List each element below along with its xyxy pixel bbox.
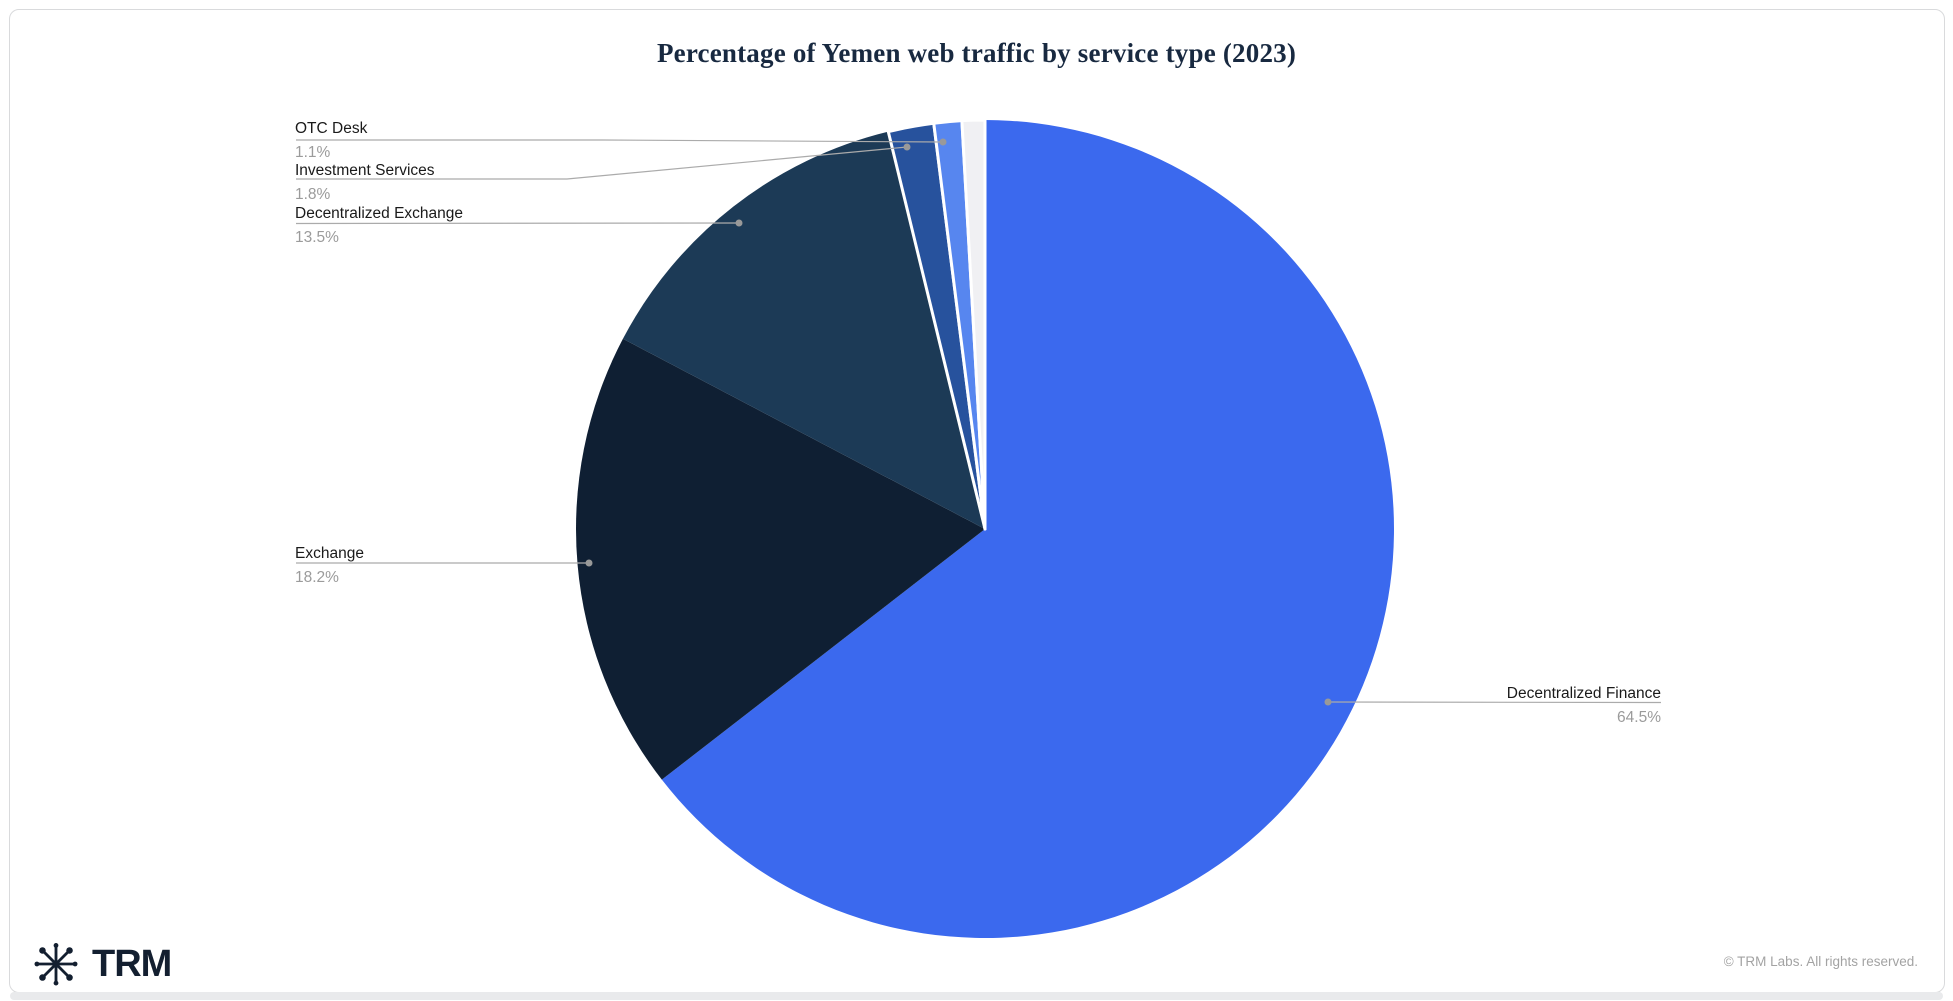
- label-decentralized-finance-name: Decentralized Finance: [1506, 685, 1661, 702]
- trm-wordmark: TRM: [92, 942, 172, 985]
- leader-dot-otc-desk: [939, 138, 947, 146]
- pie-slice-unlabeled[interactable]: [960, 118, 987, 531]
- label-otc-desk-value: 1.1%: [295, 144, 331, 161]
- label-investment-services-value: 1.8%: [295, 186, 331, 203]
- leader-dot-exchange: [585, 559, 593, 567]
- leader-line-decentralized-exchange: [295, 222, 740, 225]
- label-decentralized-finance: Decentralized Finance 64.5%: [1507, 683, 1661, 728]
- copyright-text: © TRM Labs. All rights reserved.: [1723, 954, 1918, 969]
- trm-logo[interactable]: TRM: [30, 940, 172, 988]
- label-exchange-value: 18.2%: [295, 569, 339, 586]
- leader-line-otc-desk: [296, 139, 944, 143]
- leader-line-decentralized-finance: [1327, 701, 1662, 704]
- pie-slice-decentralized-finance[interactable]: [661, 119, 1395, 938]
- label-investment-services: Investment Services 1.8%: [295, 160, 435, 205]
- label-exchange-name: Exchange: [295, 545, 364, 562]
- pie-slice-exchange[interactable]: [575, 338, 985, 780]
- label-exchange: Exchange 18.2%: [295, 543, 364, 588]
- pie-slices: [575, 118, 1395, 938]
- trm-spark-icon: [34, 943, 78, 986]
- pie-slice-decentralized-exchange[interactable]: [622, 131, 985, 529]
- label-otc-desk-name: OTC Desk: [295, 120, 368, 137]
- label-decentralized-exchange-name: Decentralized Exchange: [295, 205, 464, 222]
- chart-title: Percentage of Yemen web traffic by servi…: [656, 38, 1297, 68]
- label-decentralized-finance-value: 64.5%: [1617, 709, 1661, 726]
- leader-dot-decentralized-exchange: [735, 219, 743, 227]
- leader-dot-decentralized-finance: [1324, 698, 1332, 706]
- label-decentralized-exchange: Decentralized Exchange 13.5%: [295, 203, 463, 248]
- bottom-scrollbar-track[interactable]: [10, 992, 1943, 1000]
- label-decentralized-exchange-value: 13.5%: [295, 229, 339, 246]
- label-investment-services-name: Investment Services: [295, 162, 435, 179]
- label-otc-desk: OTC Desk 1.1%: [295, 118, 367, 163]
- leader-dot-investment-services: [903, 143, 911, 151]
- leader-line-investment-services: [296, 146, 908, 180]
